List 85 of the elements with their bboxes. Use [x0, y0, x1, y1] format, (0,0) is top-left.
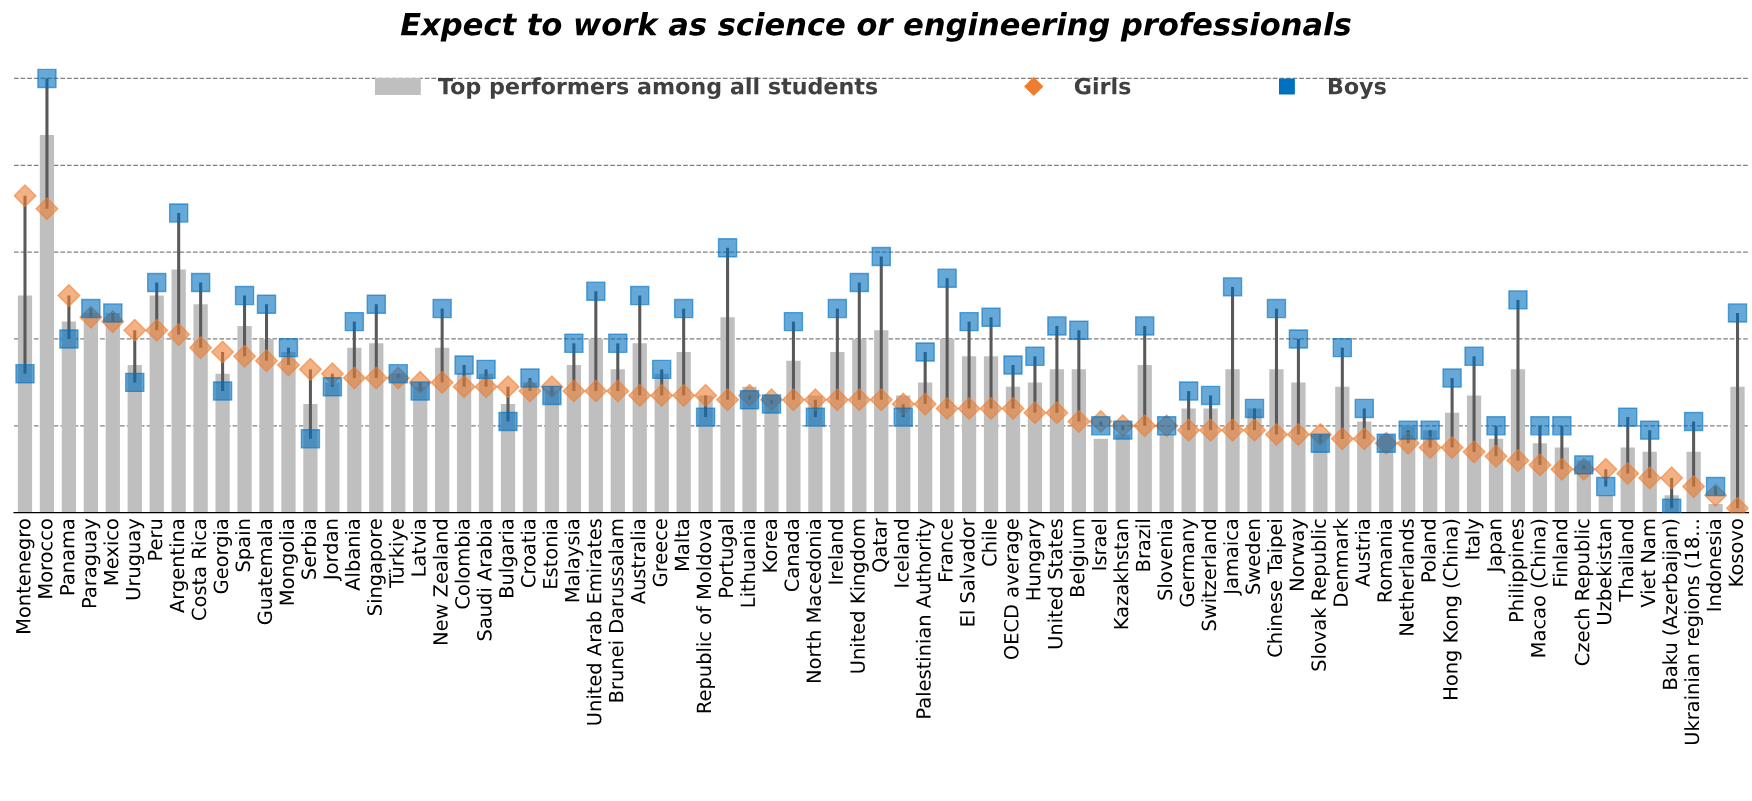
x-tick-label: Norway: [1289, 518, 1308, 591]
x-tick-label: El Salvador: [959, 518, 975, 626]
x-tick-label: Denmark: [1332, 518, 1348, 606]
x-tick-label: Chinese Taipei: [1267, 520, 1286, 657]
x-tick-label: Jordan: [322, 519, 342, 582]
x-tick-label: Panama: [60, 519, 75, 595]
x-tick-label: Georgia: [213, 519, 232, 594]
x-tick-label: Indonesia: [1706, 519, 1722, 611]
x-tick-label: Montenegro: [16, 519, 35, 633]
x-tick-label: Japan: [1487, 519, 1506, 574]
x-tick-label: Viet Nam: [1640, 519, 1656, 608]
x-tick-label: Qatar: [872, 518, 890, 572]
x-tick-label: OECD average: [1003, 519, 1023, 660]
x-tick-label: Costa Rica: [191, 519, 207, 620]
x-tick-label: Ukrainian regions (18...: [1684, 520, 1704, 745]
x-tick-label: Canada: [784, 519, 800, 592]
x-tick-label: Sweden: [1245, 519, 1261, 594]
x-tick-label: Republic of Moldova: [696, 519, 716, 713]
x-tick-label: Mexico: [103, 519, 119, 585]
x-tick-label: Kazakhstan: [1113, 519, 1129, 629]
x-tick-label: Estonia: [542, 519, 558, 588]
x-tick-label: Czech Republic: [1574, 519, 1594, 666]
x-tick-label: Lithuania: [740, 519, 756, 607]
x-tick-label: Malta: [674, 519, 690, 570]
x-tick-label: Italy: [1464, 518, 1484, 559]
x-tick-label: United Arab Emirates: [586, 519, 602, 725]
x-tick-label: Palestinian Authority: [915, 518, 935, 718]
x-tick-label: Guatemala: [257, 519, 273, 625]
x-tick-label: Austria: [1354, 519, 1370, 587]
x-tick-label: Netherlands: [1398, 519, 1414, 635]
bar: [500, 404, 516, 513]
x-tick-label: United Kingdom: [849, 519, 869, 673]
x-tick-label: France: [938, 519, 953, 581]
x-tick-label: Korea: [762, 519, 778, 572]
x-tick-label: Spain: [235, 519, 254, 572]
x-tick-label: Portugal: [718, 520, 737, 597]
x-tick-label: Slovak Republic: [1310, 519, 1330, 671]
x-tick-label: Romania: [1376, 519, 1392, 602]
x-tick-label: Thailand: [1618, 519, 1634, 602]
x-tick-label: Australia: [630, 519, 646, 605]
legend-label: Girls: [1074, 77, 1131, 95]
x-tick-label: Uzbekistan: [1596, 519, 1612, 624]
x-tick-label: Mongolia: [279, 519, 298, 605]
x-tick-label: Latvia: [410, 519, 426, 576]
x-tick-label: Singapore: [366, 519, 386, 615]
x-tick-label: Chile: [981, 519, 997, 566]
x-tick-label: Peru: [147, 519, 163, 560]
x-tick-label: Hungary: [1026, 518, 1045, 600]
x-tick-label: United States: [1047, 519, 1063, 649]
x-tick-label: Iceland: [893, 519, 909, 587]
x-tick-label: Kosovo: [1728, 519, 1744, 586]
x-tick-label: Saudi Arabia: [476, 519, 492, 641]
x-tick-label: Hong Kong (China): [1442, 519, 1462, 699]
x-tick-label: Argentina: [169, 519, 189, 613]
x-tick-label: Uruguay: [125, 518, 145, 600]
x-tick-label: Bulgaria: [498, 519, 518, 597]
x-tick-label: Philippines: [1508, 519, 1528, 622]
x-tick-label: Finland: [1552, 519, 1568, 586]
x-tick-label: Germany: [1179, 518, 1199, 607]
x-tick-label: Jamaica: [1223, 519, 1242, 596]
legend-label: Top performers among all students: [438, 77, 878, 100]
x-tick-label: Brazil: [1135, 520, 1151, 571]
x-tick-label: Macao (China): [1530, 519, 1548, 657]
x-tick-label: Greece: [652, 519, 668, 587]
x-tick-label: Switzerland: [1201, 519, 1217, 631]
bar: [61, 321, 77, 513]
x-tick-label: Slovenia: [1157, 519, 1173, 600]
x-tick-label: Ireland: [827, 519, 843, 584]
legend-label: Boys: [1328, 78, 1386, 100]
chart-title: Expect to work as science or engineering professionals: [400, 12, 1351, 42]
x-tick-label: New Zealand: [432, 519, 448, 645]
x-tick-label: Malaysia: [564, 519, 584, 602]
x-tick-label: North Macedonia: [805, 519, 822, 683]
x-tick-label: Baku (Azerbaijan): [1662, 519, 1682, 689]
x-tick-label: Colombia: [454, 519, 470, 609]
x-tick-label: Paraguay: [82, 518, 101, 608]
x-tick-label: Albania: [344, 519, 360, 591]
x-tick-label: Belgium: [1069, 519, 1089, 596]
x-tick-label: Serbia: [301, 519, 317, 579]
x-tick-label: Poland: [1420, 519, 1436, 582]
x-tick-label: Israel: [1091, 520, 1107, 570]
x-tick-label: Türkiye: [388, 519, 408, 588]
x-tick-label: Brunei Darussalam: [608, 519, 624, 702]
x-tick-label: Morocco: [38, 519, 53, 598]
x-tick-label: Croatia: [520, 519, 536, 587]
